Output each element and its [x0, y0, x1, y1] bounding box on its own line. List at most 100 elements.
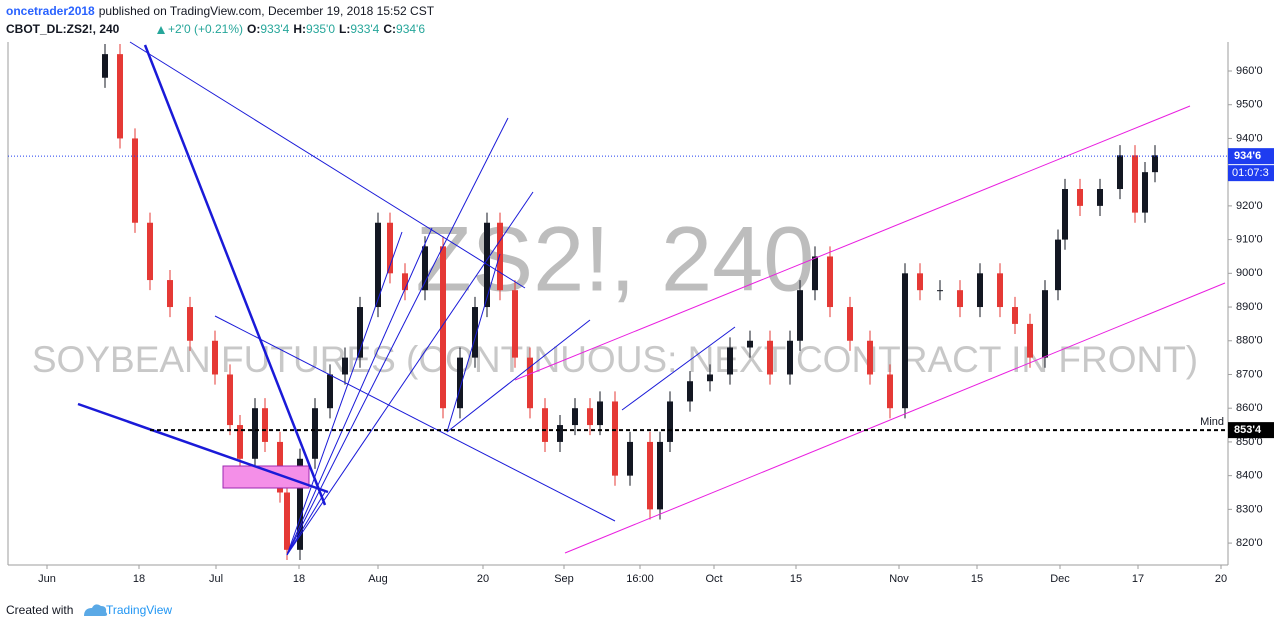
candle-body [957, 290, 963, 308]
candle-body [902, 273, 908, 409]
trend-line [77, 402, 329, 494]
fan-line [286, 231, 403, 556]
y-tick-label: 960'0 [1236, 65, 1263, 77]
candle-body [542, 408, 548, 442]
candle-body [747, 340, 753, 348]
x-tick-label: 17 [1132, 573, 1144, 585]
candle-body [284, 492, 290, 550]
candle-body [1027, 323, 1033, 358]
y-tick-label: 830'0 [1236, 503, 1263, 515]
candle-body [297, 458, 303, 550]
candle-body [937, 290, 943, 292]
candle-body [1062, 189, 1068, 240]
trend-line [129, 41, 526, 289]
x-tick-label: Oct [705, 573, 722, 585]
candle-body [237, 425, 243, 459]
candle-body [440, 246, 446, 409]
y-tick-label: 880'0 [1236, 335, 1263, 347]
candle-body [1042, 290, 1048, 358]
trend-line [143, 44, 327, 506]
symbol: CBOT_DL:ZS2!, 240 [6, 22, 120, 36]
candle-body [1132, 155, 1138, 213]
x-tick-label: 20 [477, 573, 489, 585]
candle-body [402, 273, 408, 291]
y-tick-label: 950'0 [1236, 99, 1263, 111]
candle-body [612, 401, 618, 476]
candle-body [227, 374, 233, 426]
x-tick-label: 15 [971, 573, 983, 585]
y-tick-label: 890'0 [1236, 301, 1263, 313]
channel-line [564, 282, 1226, 554]
candle-body [262, 408, 268, 442]
candle-body [342, 357, 348, 375]
candle-body [132, 138, 138, 223]
ohlc-value: 935'0 [306, 22, 335, 36]
x-tick-label: 18 [293, 573, 305, 585]
y-tick-label: 860'0 [1236, 402, 1263, 414]
candle-body [657, 441, 663, 510]
fan-line [446, 319, 591, 433]
candle-body [357, 307, 363, 358]
candle-body [422, 246, 428, 291]
candle-body [997, 273, 1003, 308]
candle-body [327, 374, 333, 409]
y-tick-label: 840'0 [1236, 470, 1263, 482]
x-tick-label: Dec [1050, 573, 1070, 585]
x-tick-label: Jul [209, 573, 223, 585]
ohlc-key: H: [293, 22, 306, 36]
candle-body [647, 441, 653, 510]
trend-line [214, 315, 616, 522]
quote-line: +2'0 (+0.21%) O:933'4 H:935'0 L:933'4 C:934'… [168, 22, 425, 36]
fan-line [446, 253, 501, 433]
candle-body [597, 401, 603, 426]
watermark: ZS2!, 240 [416, 208, 815, 310]
candle-body [387, 222, 393, 274]
header-line: oncetrader2018 published on TradingView.c… [6, 4, 435, 18]
up-icon [157, 26, 165, 34]
candle-body [847, 307, 853, 341]
candle-body [102, 54, 108, 78]
fan-line [286, 117, 509, 556]
candle-body [212, 340, 218, 375]
countdown: 01:07:3 [1232, 167, 1269, 179]
y-tick-label: 900'0 [1236, 267, 1263, 279]
candle-body [867, 340, 873, 375]
candle-body [1117, 155, 1123, 190]
candle-body [497, 222, 503, 291]
fan-line [286, 191, 534, 556]
candle-body [627, 441, 633, 476]
candle-body [797, 290, 803, 341]
ohlc-key: C: [383, 22, 396, 36]
candle-body [472, 307, 478, 358]
candle-body [167, 280, 173, 308]
channel-line [514, 105, 1191, 381]
footer-text: Created with [6, 603, 73, 617]
author: oncetrader2018 [6, 4, 95, 18]
candle-body [1055, 239, 1061, 291]
x-tick-label: Nov [889, 573, 909, 585]
logo [84, 604, 108, 616]
y-tick-label: 910'0 [1236, 234, 1263, 246]
candle-body [687, 381, 693, 402]
fan-line [286, 491, 326, 556]
x-tick-label: Jun [38, 573, 56, 585]
candle-body [187, 307, 193, 341]
trend-line [621, 326, 736, 411]
level-name: Mind [1200, 416, 1224, 428]
candle-body [252, 408, 258, 459]
candle-body [1077, 189, 1083, 206]
candle-body [147, 222, 153, 281]
level-label: 853'4 [1234, 424, 1262, 436]
candle-body [117, 54, 123, 139]
last-price-label: 934'6 [1234, 150, 1261, 162]
candle-body [827, 256, 833, 308]
candle-body [727, 347, 733, 375]
x-tick-label: Aug [368, 573, 388, 585]
ohlc-value: 933'4 [350, 22, 379, 36]
candle-body [557, 425, 563, 442]
x-tick-label: 16:00 [626, 573, 654, 585]
x-tick-label: 15 [790, 573, 802, 585]
y-tick-label: 920'0 [1236, 200, 1263, 212]
x-tick-label: Sep [554, 573, 574, 585]
y-tick-label: 870'0 [1236, 368, 1263, 380]
